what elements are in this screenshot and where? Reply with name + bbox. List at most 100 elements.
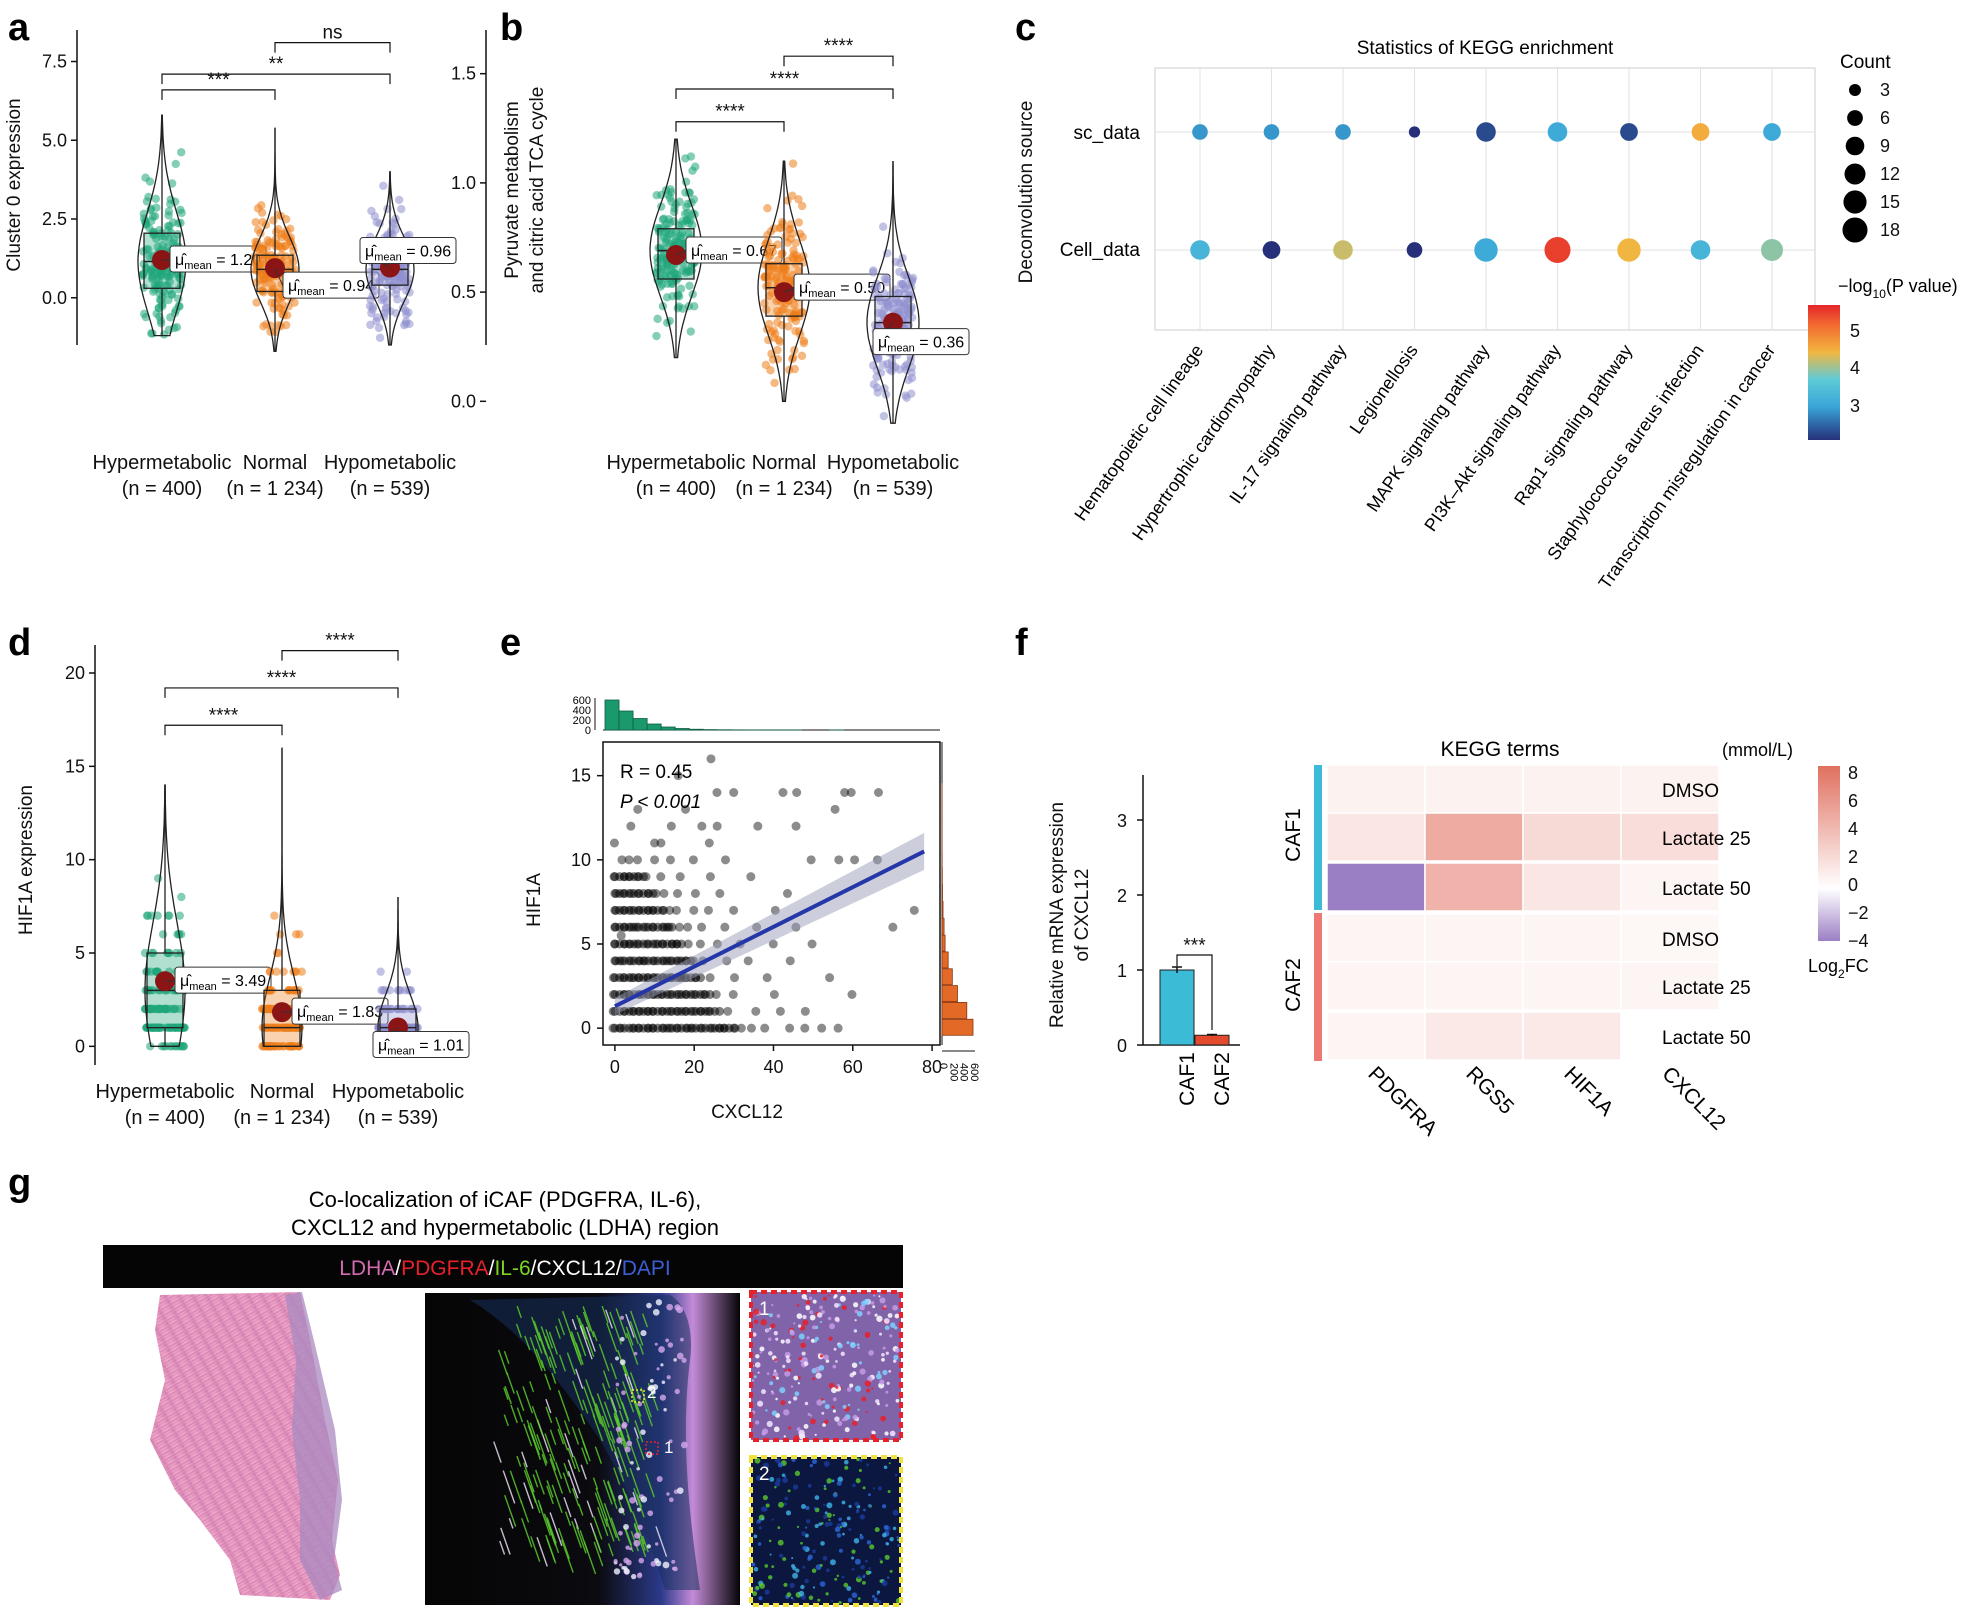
panel-c-ylabel: Deconvolution source — [1016, 101, 1037, 284]
hist-y-bar — [941, 1002, 968, 1019]
bar — [1194, 1034, 1230, 1046]
data-point — [173, 930, 182, 939]
hist-x-tick-label: 0 — [585, 725, 591, 737]
data-point — [276, 242, 286, 251]
inset-cell — [801, 1503, 807, 1509]
x-category-label: Hypometabolic — [827, 452, 959, 474]
inset-cell — [757, 1542, 762, 1546]
inset-cell — [805, 1300, 811, 1305]
fluorescent-fiber — [557, 1318, 566, 1336]
data-point — [688, 166, 697, 175]
inset-cell — [784, 1370, 791, 1377]
data-point — [723, 1006, 733, 1016]
inset-cell — [841, 1575, 845, 1579]
kegg-dot — [1262, 241, 1281, 259]
fluorescent-cell — [655, 1299, 663, 1306]
mean-label: μ̂mean = 1.83 — [297, 1004, 383, 1024]
inset-cell — [844, 1465, 849, 1470]
fluorescent-fiber — [529, 1422, 541, 1451]
x-tick-label: 60 — [843, 1057, 863, 1077]
fluorescent-fiber — [573, 1518, 580, 1530]
fluorescent-fiber — [523, 1469, 537, 1503]
fluorescent-cell — [654, 1558, 660, 1564]
data-point — [664, 190, 673, 199]
heatmap-cell — [1326, 961, 1426, 1011]
inset-cell — [836, 1574, 840, 1578]
kegg-dot — [1192, 124, 1208, 140]
inset-cell — [771, 1303, 774, 1307]
inset-cell — [873, 1597, 878, 1602]
inset-cell — [792, 1484, 799, 1490]
y-tick-label: 10 — [65, 850, 85, 870]
data-point — [667, 922, 677, 932]
inset-cell — [753, 1308, 760, 1315]
significance-label: *** — [207, 70, 230, 91]
mean-label-box — [793, 273, 891, 301]
data-point — [792, 788, 802, 797]
inset-cell — [783, 1409, 790, 1416]
inset-cell — [818, 1522, 822, 1526]
data-point — [907, 373, 917, 383]
data-point — [898, 279, 908, 289]
inset-1-marker-label: 1 — [664, 1438, 673, 1457]
inset-cell — [862, 1575, 866, 1579]
fluorescent-fiber — [567, 1459, 581, 1494]
data-point — [675, 292, 684, 301]
inset-cell — [856, 1509, 859, 1512]
x-category-label: PI3K–Akt signaling pathway — [1420, 341, 1564, 535]
inset-cell — [837, 1476, 843, 1483]
fluorescent-cell — [623, 1523, 629, 1530]
x-category-count: (n = 1 234) — [233, 1107, 330, 1129]
kegg-dot — [1763, 123, 1781, 141]
data-point — [401, 306, 410, 315]
inset-cell — [814, 1339, 818, 1343]
x-tick-label: 80 — [922, 1057, 942, 1077]
inset-cell — [810, 1418, 816, 1425]
inset-1-label: 1 — [759, 1299, 770, 1320]
fluorescent-fiber — [625, 1332, 639, 1365]
inset-cell — [765, 1409, 768, 1412]
inset-cell — [812, 1299, 817, 1304]
mean-label: μ̂mean = 0.96 — [365, 244, 451, 264]
data-point — [869, 380, 879, 389]
inset-cell — [807, 1412, 811, 1416]
data-point — [769, 326, 778, 335]
fluorescent-fiber — [582, 1306, 595, 1338]
heatmap-cell — [1620, 961, 1720, 1011]
fluorescent-fiber — [535, 1348, 544, 1369]
data-point — [366, 274, 375, 284]
inset-cell — [766, 1420, 773, 1428]
violin-outline — [757, 160, 811, 402]
data-point — [675, 872, 685, 882]
inset-cell — [896, 1536, 899, 1539]
inset-cell — [785, 1338, 791, 1344]
fluorescent-fiber — [617, 1466, 625, 1482]
inset-cell — [831, 1479, 835, 1483]
fluorescent-fiber — [558, 1354, 566, 1372]
inset-cell — [850, 1342, 855, 1346]
inset-cell — [883, 1524, 889, 1530]
inset-cell — [775, 1337, 779, 1341]
inset-cell — [878, 1295, 881, 1298]
fluorescent-fiber — [531, 1405, 544, 1436]
x-category-count: (n = 400) — [636, 478, 717, 500]
inset-cell — [842, 1404, 847, 1409]
mean-label-leader — [274, 267, 284, 287]
inset-cell — [829, 1559, 836, 1566]
inset-cell — [790, 1385, 794, 1388]
inset-cell — [796, 1525, 800, 1528]
data-point — [148, 212, 158, 221]
inset-cell — [883, 1304, 887, 1309]
data-point — [252, 298, 261, 307]
fluorescent-fiber — [503, 1387, 509, 1400]
inset-cell — [751, 1562, 756, 1567]
inset-cell — [810, 1338, 816, 1343]
y-tick-label: 2 — [1117, 886, 1127, 906]
inset-cell — [817, 1312, 823, 1318]
inset-cell — [879, 1560, 884, 1564]
inset-cell — [753, 1534, 758, 1539]
inset-cell — [822, 1400, 826, 1404]
data-point — [177, 892, 186, 902]
fluorescent-fiber — [615, 1417, 628, 1450]
panel-c-row-label-cell: Cell_data — [1060, 240, 1141, 261]
